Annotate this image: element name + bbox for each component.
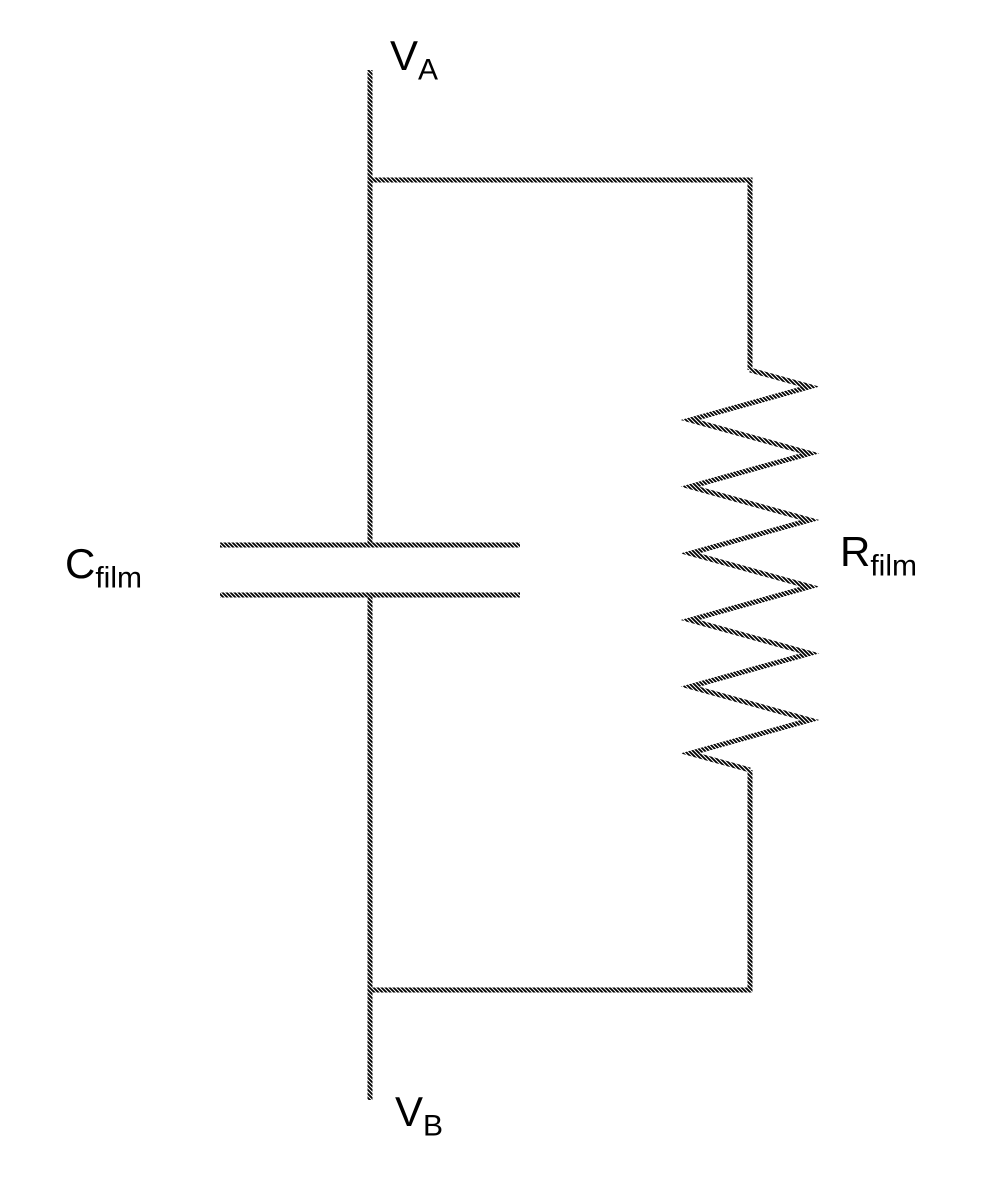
capacitor-sub: film — [95, 561, 142, 594]
node-bottom-sub: B — [423, 1109, 443, 1142]
node-top-sub: A — [418, 53, 438, 86]
circuit-svg — [0, 0, 991, 1190]
resistor-sub: film — [870, 549, 917, 582]
node-top-label: VA — [390, 32, 438, 87]
resistor-label: Rfilm — [840, 528, 917, 583]
node-bottom-main: V — [395, 1088, 423, 1135]
resistor-main: R — [840, 528, 870, 575]
capacitor-label: Cfilm — [65, 540, 142, 595]
node-top-main: V — [390, 32, 418, 79]
capacitor-main: C — [65, 540, 95, 587]
node-bottom-label: VB — [395, 1088, 443, 1143]
circuit-diagram: VA VB Cfilm Rfilm — [0, 0, 991, 1190]
